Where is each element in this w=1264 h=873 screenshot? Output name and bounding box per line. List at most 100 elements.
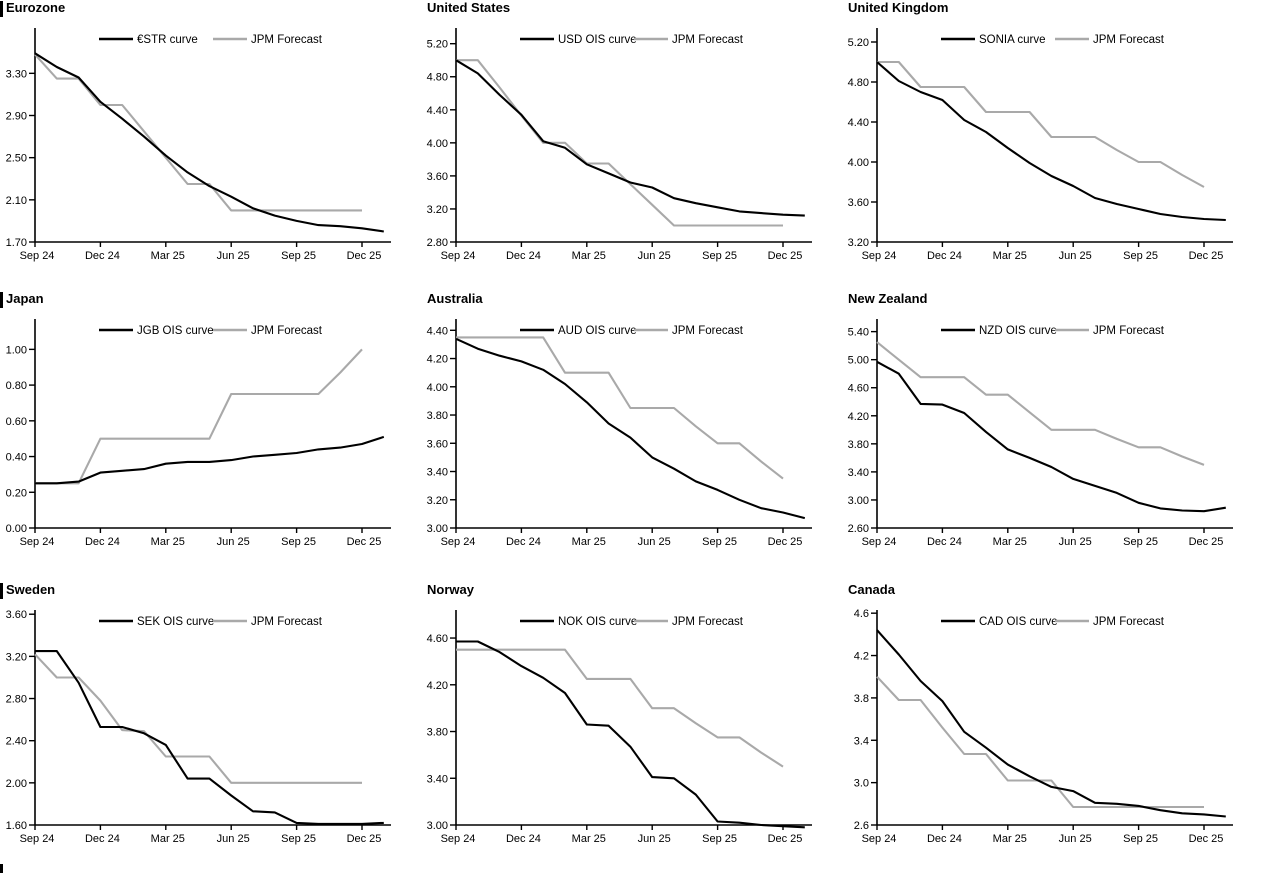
x-axis-tick-label: Dec 24 (506, 833, 541, 845)
x-axis-tick-label: Jun 25 (1059, 250, 1092, 262)
x-axis-tick-label: Sep 24 (441, 833, 476, 845)
y-axis-tick-label: 0.00 (6, 523, 27, 535)
x-axis-tick-label: Sep 25 (1123, 250, 1158, 262)
section-bar (0, 583, 3, 599)
x-axis-tick-label: Sep 25 (702, 250, 737, 262)
x-axis-tick-label: Mar 25 (993, 250, 1027, 262)
y-axis-tick-label: 2.80 (6, 694, 27, 706)
legend-curve-label: SEK OIS curve (137, 616, 214, 628)
y-axis-tick-label: 4.00 (848, 157, 869, 169)
jpm-forecast-line (877, 60, 1205, 188)
y-axis-tick-label: 2.50 (6, 153, 27, 165)
legend-forecast-label: JPM Forecast (251, 325, 323, 337)
x-axis-tick-label: Dec 24 (85, 250, 120, 262)
y-axis-tick-label: 5.20 (427, 39, 448, 51)
x-axis-tick-label: Sep 24 (862, 536, 897, 548)
chart-title: Japan (6, 291, 44, 306)
line-chart: 2.6 3.0 3.4 3.8 4.2 4.6 Sep 24 Dec 24 Mar 25 Jun … (854, 608, 1233, 845)
jpm-forecast-line (456, 59, 783, 227)
y-axis-tick-label: 3.80 (427, 410, 448, 422)
jpm-forecast-line (34, 53, 362, 212)
x-axis-tick-label: Sep 24 (20, 250, 55, 262)
line-chart: 1.60 2.00 2.40 2.80 3.20 3.60 Sep 24 Dec 24 Mar … (6, 609, 391, 845)
chart-title: New Zealand (848, 291, 928, 306)
chart-title: United States (427, 0, 511, 15)
x-axis-tick-label: Dec 24 (85, 536, 120, 548)
y-axis-tick-label: 4.00 (427, 382, 448, 394)
x-axis-tick-label: Dec 25 (768, 536, 803, 548)
ois-curve-line (455, 337, 806, 520)
y-axis-tick-label: 3.30 (6, 68, 27, 80)
y-axis-tick-label: 4.40 (427, 325, 448, 337)
y-axis-tick-label: 3.60 (6, 609, 27, 621)
legend-curve-label: AUD OIS curve (558, 325, 637, 337)
y-axis-tick-label: 3.60 (848, 197, 869, 209)
y-axis-tick-label: 4.00 (427, 138, 448, 150)
y-axis-tick-label: 2.80 (427, 237, 448, 249)
y-axis-tick-label: 3.20 (427, 204, 448, 216)
x-axis-tick-label: Mar 25 (572, 833, 606, 845)
chart-title: United Kingdom (848, 0, 949, 15)
x-axis-tick-label: Dec 25 (347, 250, 382, 262)
y-axis-tick-label: 3.80 (427, 727, 448, 739)
chart-title: Canada (848, 582, 895, 597)
jpm-forecast-line (876, 675, 1204, 809)
y-axis-tick-label: 3.20 (6, 651, 27, 663)
x-axis-tick-label: Dec 25 (347, 833, 382, 845)
x-axis-tick-label: Sep 24 (862, 833, 897, 845)
x-axis-tick-label: Jun 25 (217, 250, 250, 262)
legend-forecast-label: JPM Forecast (672, 616, 744, 628)
x-axis-tick-label: Sep 24 (441, 536, 476, 548)
line-chart: 2.60 3.00 3.40 3.80 4.20 4.60 5.00 5.40 Sep 24 De… (848, 319, 1233, 548)
y-axis-tick-label: 1.00 (6, 344, 27, 356)
line-chart: 1.70 2.10 2.50 2.90 3.30 Sep 24 Dec 24 Mar 25 Ju… (6, 28, 391, 262)
section-bar (0, 1, 3, 17)
chart-sweden: Sweden 1.60 2.00 2.40 2.80 3.20 3.60 Sep 24 Dec… (0, 582, 421, 873)
line-chart: 3.00 3.40 3.80 4.20 4.60 Sep 24 Dec 24 Mar 25 Ju… (427, 610, 812, 845)
x-axis-tick-label: Dec 25 (1189, 536, 1224, 548)
y-axis-tick-label: 3.0 (854, 778, 869, 790)
chart-eurozone: Eurozone 1.70 2.10 2.50 2.90 3.30 Sep 24 Dec 2… (0, 0, 421, 291)
legend-curve-label: SONIA curve (979, 34, 1045, 46)
y-axis-tick-label: 2.10 (6, 195, 27, 207)
x-axis-tick-label: Sep 24 (441, 250, 476, 262)
chart-new-zealand: New Zealand 2.60 3.00 3.40 3.80 4.20 4.60 5.00… (842, 291, 1264, 582)
y-axis-tick-label: 4.80 (848, 77, 869, 89)
y-axis-tick-label: 3.40 (427, 773, 448, 785)
chart-canada: Canada 2.6 3.0 3.4 3.8 4.2 4.6 Sep 24 Dec 24 Mar… (842, 582, 1264, 873)
y-axis-tick-label: 4.60 (427, 633, 448, 645)
legend-forecast-label: JPM Forecast (672, 325, 744, 337)
x-axis-tick-label: Dec 24 (85, 833, 120, 845)
y-axis-tick-label: 3.00 (848, 495, 869, 507)
ois-curve-line (455, 59, 805, 217)
legend-curve-label: JGB OIS curve (137, 325, 214, 337)
next-section-bar (0, 864, 3, 873)
line-chart: 3.00 3.20 3.40 3.60 3.80 4.00 4.20 4.40 Sep 24 De… (427, 319, 812, 548)
y-axis-tick-label: 3.00 (427, 820, 448, 832)
line-chart: 0.00 0.20 0.40 0.60 0.80 1.00 Sep 24 Dec 24 Mar … (6, 319, 391, 548)
x-axis-tick-label: Jun 25 (217, 536, 250, 548)
chart-australia: Australia 3.00 3.20 3.40 3.60 3.80 4.00 4.20 4.… (421, 291, 842, 582)
y-axis-tick-label: 3.8 (854, 693, 869, 705)
chart-title: Sweden (6, 582, 56, 597)
legend-forecast-label: JPM Forecast (251, 616, 323, 628)
chart-title: Australia (427, 291, 483, 306)
x-axis-tick-label: Sep 24 (20, 833, 55, 845)
y-axis-tick-label: 1.60 (6, 820, 27, 832)
y-axis-tick-label: 2.6 (854, 820, 869, 832)
y-axis-tick-label: 2.40 (6, 736, 27, 748)
x-axis-tick-label: Jun 25 (1059, 536, 1092, 548)
x-axis-tick-label: Sep 24 (20, 536, 55, 548)
y-axis-tick-label: 3.80 (848, 439, 869, 451)
jpm-forecast-line (456, 336, 784, 480)
ois-curve-line (456, 640, 805, 829)
ois-curve-line (876, 61, 1226, 222)
section-bar (0, 292, 3, 308)
y-axis-tick-label: 3.40 (848, 467, 869, 479)
legend-curve-label: NZD OIS curve (979, 325, 1057, 337)
x-axis-tick-label: Dec 25 (1189, 250, 1224, 262)
chart-title: Eurozone (6, 0, 66, 15)
chart-norway: Norway 3.00 3.40 3.80 4.20 4.60 Sep 24 Dec 24 M… (421, 582, 842, 873)
y-axis-tick-label: 4.20 (848, 411, 869, 423)
